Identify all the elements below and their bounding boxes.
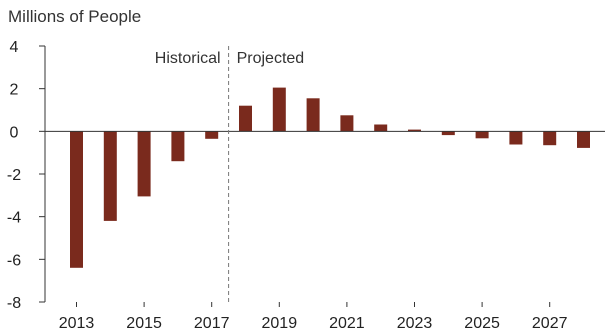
bar-2026	[509, 131, 523, 145]
bar-2022	[374, 124, 388, 132]
bar-2020	[306, 98, 320, 132]
y-tick-label: -6	[7, 252, 21, 269]
x-tick-label-2015: 2015	[126, 315, 162, 332]
y-axis-label: Millions of People	[8, 7, 141, 26]
historical-label: Historical	[155, 50, 221, 67]
x-tick-label-2025: 2025	[464, 315, 500, 332]
x-tick-label-2021: 2021	[329, 315, 365, 332]
bar-2027	[543, 131, 557, 146]
y-tick-label: -4	[7, 210, 21, 227]
y-tick-label: -2	[7, 167, 21, 184]
bar-2016	[171, 131, 185, 162]
bar-2015	[137, 131, 151, 197]
bar-2021	[340, 115, 354, 132]
x-tick-label-2017: 2017	[194, 315, 230, 332]
projected-label: Projected	[237, 50, 305, 67]
x-tick-label-2027: 2027	[532, 315, 568, 332]
bar-2024	[441, 131, 455, 136]
bar-2014	[103, 131, 117, 221]
bar-2025	[475, 131, 489, 139]
y-tick-label: 4	[10, 39, 19, 56]
x-axis-ticks: 2013 2015 2017 2019 2021 2023 2025 2027	[59, 302, 568, 332]
y-tick-label: 0	[10, 124, 19, 141]
bar-2019	[272, 87, 286, 132]
y-tick-label: 2	[10, 82, 19, 99]
y-axis-ticks: 4 2 0 -2 -4 -6 -8	[7, 39, 45, 312]
x-tick-label-2019: 2019	[262, 315, 298, 332]
bar-2013	[70, 131, 83, 268]
bar-2023	[408, 129, 421, 132]
bar-2028	[577, 131, 590, 148]
bar-2017	[205, 131, 219, 139]
y-tick-label: -8	[7, 295, 21, 312]
bars	[70, 87, 590, 268]
x-tick-label-2023: 2023	[397, 315, 433, 332]
x-tick-label-2013: 2013	[59, 315, 95, 332]
bar-2018	[239, 105, 252, 132]
